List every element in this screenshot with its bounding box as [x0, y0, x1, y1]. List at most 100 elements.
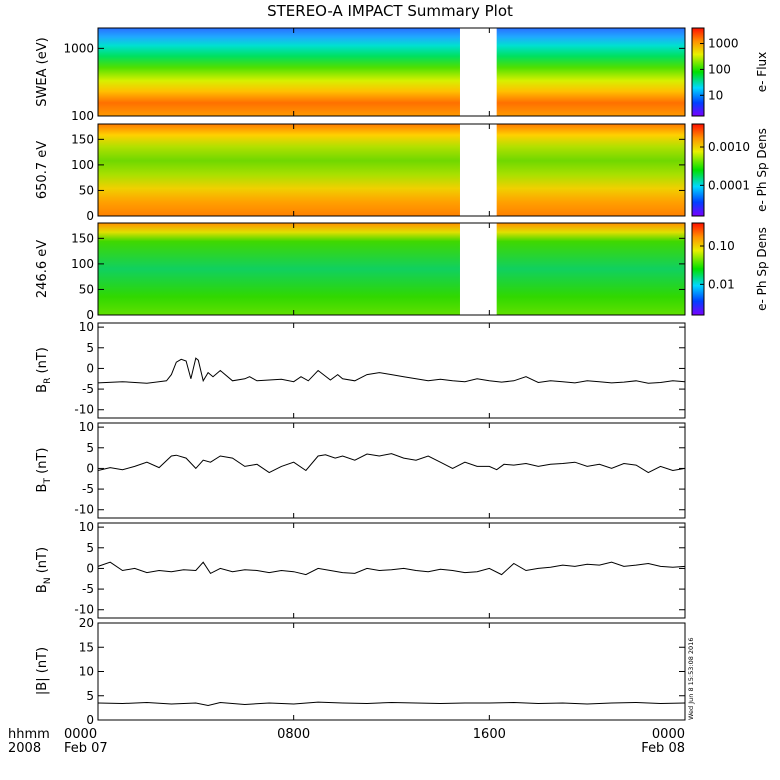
panel-pad650: 0 50 100 150 650.7 eV 0.0010 0.0001 e- Ph Sp …	[35, 123, 769, 223]
pad650-ytick-label: 50	[79, 183, 94, 197]
swea-colorbar-label: e- Flux	[755, 52, 769, 92]
bn-ytick-label: 10	[79, 520, 94, 534]
bn-ylabel-unit: (nT)	[35, 547, 50, 577]
x-tick-time-label: 0800	[277, 727, 310, 742]
bmag-ytick-label: 5	[86, 689, 94, 703]
bt-ylabel: BT (nT)	[35, 448, 53, 493]
pad246-colorbar-label: e- Ph Sp Dens	[755, 227, 769, 311]
panel-br: -10 -5 0 5 10 BR (nT)	[35, 320, 686, 419]
pad246-colorbar-scale	[691, 222, 705, 316]
pad650-colorbar-tick-label: 0.0010	[708, 140, 750, 154]
swea-ytick-label: 100	[71, 109, 94, 123]
pad246-y-axis: 0 50 100 150	[71, 231, 685, 322]
pad650-colorbar-tick-label: 0.0001	[708, 178, 750, 192]
pad650-colorbar-label: e- Ph Sp Dens	[755, 128, 769, 212]
x-tick-time-label: 1600	[473, 727, 506, 742]
pad246-ylabel: 246.6 eV	[35, 240, 50, 298]
bn-frame	[97, 522, 686, 619]
bmag-ytick-label: 0	[86, 713, 94, 727]
pad650-ytick-label: 100	[71, 158, 94, 172]
panel-pad246: 0 50 100 150 246.6 eV 0.10 0.01 e- Ph Sp Dens	[35, 222, 769, 322]
swea-colorbar-scale	[691, 27, 705, 117]
bt-ylabel-sub: T	[43, 478, 53, 485]
panel-swea: 100 1000 SWEA (eV) 1000 100 10 e- Flux	[35, 27, 769, 123]
swea-colorbar-tick-label: 10	[708, 88, 723, 102]
bmag-ylabel: |B| (nT)	[35, 647, 50, 695]
bn-ytick-label: 5	[86, 541, 94, 555]
pad246-ytick-label: 150	[71, 231, 94, 245]
br-y-axis: -10 -5 0 5 10	[74, 320, 685, 417]
bt-y-axis: -10 -5 0 5 10	[74, 420, 685, 517]
bmag-ylabel-unit: (nT)	[35, 647, 50, 677]
br-ylabel-sub: R	[43, 378, 53, 384]
bn-ytick-label: -5	[82, 582, 94, 596]
br-ylabel-unit: (nT)	[35, 347, 50, 377]
pad650-frame	[97, 123, 686, 217]
bn-y-axis: -10 -5 0 5 10	[74, 520, 685, 617]
bt-ytick-label: 0	[86, 461, 94, 475]
bmag-frame	[97, 622, 686, 721]
bn-ytick-label: -10	[74, 603, 94, 617]
bt-series-line	[97, 453, 686, 474]
pad246-ytick-label: 50	[79, 282, 94, 296]
bmag-y-axis: 0 5 10 15 20	[79, 616, 685, 727]
swea-colorbar-tick-label: 1000	[708, 37, 739, 51]
pad650-spectrogram	[98, 124, 685, 216]
br-ytick-label: 10	[79, 320, 94, 334]
br-frame	[97, 322, 686, 419]
bt-ytick-label: -10	[74, 503, 94, 517]
pad650-ytick-label: 150	[71, 132, 94, 146]
hhmm-label: hhmm	[8, 727, 50, 742]
pad650-colorbar-scale	[691, 123, 705, 217]
pad246-spectrogram	[98, 223, 685, 315]
bmag-ytick-label: 15	[79, 640, 94, 654]
br-ylabel: BR (nT)	[35, 347, 53, 393]
bt-ytick-label: 10	[79, 420, 94, 434]
bt-frame	[97, 422, 686, 519]
x-tick-time-label: 0000	[64, 727, 97, 742]
br-ylabel-main: B	[35, 384, 50, 393]
x-tick-time-label: 0000	[652, 727, 685, 742]
br-ytick-label: 5	[86, 341, 94, 355]
pad246-frame	[97, 222, 686, 316]
br-series-line	[97, 357, 686, 384]
swea-y-axis: 100 1000	[63, 41, 685, 123]
bmag-series-line	[97, 701, 686, 707]
pad246-ytick-label: 100	[71, 257, 94, 271]
br-ytick-label: 0	[86, 361, 94, 375]
panel-bn: -10 -5 0 5 10 BN (nT)	[35, 520, 686, 619]
bmag-ylabel-main: |B|	[35, 677, 50, 695]
year-label: 2008	[8, 741, 41, 756]
pad650-ytick-label: 0	[86, 209, 94, 223]
pad246-colorbar-tick-label: 0.10	[708, 239, 735, 253]
bt-ytick-label: -5	[82, 482, 94, 496]
swea-ytick-label: 1000	[63, 41, 94, 55]
bn-ytick-label: 0	[86, 561, 94, 575]
swea-data-gap	[459, 28, 497, 116]
br-ytick-label: -10	[74, 403, 94, 417]
swea-ylabel: SWEA (eV)	[35, 37, 50, 106]
pad650-colorbar: 0.0010 0.0001 e- Ph Sp Dens	[691, 123, 769, 217]
swea-spectrogram	[98, 28, 685, 116]
figure-title: STEREO-A IMPACT Summary Plot	[267, 2, 513, 20]
bmag-ytick-label: 20	[79, 616, 94, 630]
bt-ytick-label: 5	[86, 441, 94, 455]
bn-ylabel-main: B	[35, 584, 50, 593]
x-tick-date-label: Feb 07	[64, 741, 108, 756]
swea-colorbar: 1000 100 10 e- Flux	[691, 27, 769, 117]
x-tick-date-label: Feb 08	[641, 741, 685, 756]
pad246-data-gap	[459, 223, 497, 315]
bn-series-line	[97, 561, 686, 576]
pad246-colorbar: 0.10 0.01 e- Ph Sp Dens	[691, 222, 769, 316]
br-ytick-label: -5	[82, 382, 94, 396]
swea-frame	[97, 27, 686, 117]
bt-ylabel-main: B	[35, 484, 50, 493]
bt-ylabel-unit: (nT)	[35, 448, 50, 478]
swea-colorbar-tick-label: 100	[708, 62, 731, 76]
timestamp-label: Wed Jun 8 15:53:08 2016	[687, 638, 695, 720]
panel-bt: -10 -5 0 5 10 BT (nT)	[35, 420, 686, 519]
pad246-ytick-label: 0	[86, 308, 94, 322]
